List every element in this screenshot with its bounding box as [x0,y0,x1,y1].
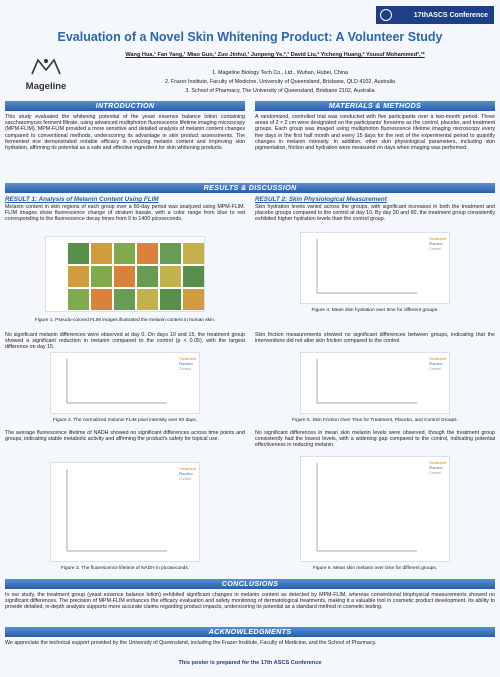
legend-entry: Treatment [178,357,196,361]
legend-entry: Treatment [428,237,446,241]
legend-entry: Treatment [428,357,446,361]
flim-image [114,266,135,287]
flim-image [183,266,204,287]
figure-chart: Treatment Placebo Control [300,456,450,562]
chart-frame [316,463,417,552]
badge-icon [380,9,392,21]
legend-entry: Control [428,470,442,475]
flim-image [160,266,181,287]
flim-image [183,243,204,264]
section-heading: CONCLUSIONS [5,579,495,589]
logo: Mageline [14,56,78,92]
legend-entry: Control [178,476,192,481]
figure-caption: Figure 3. The fluorescence lifetime of N… [60,566,190,571]
section-heading: INTRODUCTION [5,101,245,111]
legend: Treatment Placebo Control [429,461,446,476]
image-grid [68,243,204,310]
flim-image [137,266,158,287]
legend-entry: Placebo [428,241,443,246]
section-heading: ACKNOWLEDGMENTS [5,627,495,637]
result-text: Melanin content in skin regions of each … [5,204,245,223]
flim-image [137,243,158,264]
flim-image [183,289,204,310]
legend: Treatment Placebo Control [429,357,446,372]
result-text: Skin friction measurements showed no sig… [255,332,495,345]
figure-chart: Treatment Placebo Control [300,352,450,414]
legend-entry: Control [428,246,442,251]
legend-entry: Control [178,366,192,371]
affiliation: 1. Mageline Biology Tech Co., Ltd., Wuha… [212,70,348,76]
flim-image [114,243,135,264]
section-heading: RESULTS & DISCUSSION [5,183,495,193]
figure-caption: Figure 4. Mean skin hydration over time … [311,308,439,313]
legend-entry: Treatment [178,467,196,471]
acknowledgments-text: We appreciate the technical support prov… [5,640,377,646]
affiliation: 2. Frazer Institute, Faculty of Medicine… [164,79,396,85]
legend-entry: Placebo [428,465,443,470]
result-heading: RESULT 1: Analysis of Melanin Content Us… [5,196,159,203]
poster-title: Evaluation of a Novel Skin Whitening Pro… [57,30,443,44]
result-text: No significant differences in mean skin … [255,430,495,449]
flim-image [160,243,181,264]
result-text: The average fluorescence lifetime of NAD… [5,430,245,443]
figure-chart: Treatment Placebo Control [50,352,200,414]
result-heading: RESULT 2: Skin Physiological Measurement [255,196,387,203]
flim-image [91,243,112,264]
figure-caption: Figure 1. Pseudo-colored FLIM images ill… [34,318,216,323]
legend-entry: Treatment [428,461,446,465]
legend: Treatment Placebo Control [179,357,196,372]
flim-image [160,289,181,310]
figure-caption: Figure 2. The normalized melanin FLIM pi… [53,418,197,423]
flim-image [91,266,112,287]
flim-image [114,289,135,310]
flim-image-grid [45,236,205,312]
chart-frame [316,239,417,294]
conference-badge: 17thASCS Conference [376,6,494,24]
figure-chart: Treatment Placebo Control [300,232,450,304]
chart-frame [66,469,167,552]
result-text: Skin hydration levels varied across the … [255,204,495,223]
legend-entry: Placebo [178,471,193,476]
conference-name: 17thASCS Conference [413,11,488,19]
legend-entry: Placebo [178,361,193,366]
affiliation: 3. School of Pharmacy, The University of… [185,88,375,94]
legend-entry: Placebo [428,361,443,366]
figure-caption: Figure 5. Skin Friction Over Time for Tr… [292,418,458,423]
flim-image [137,289,158,310]
intro-text: This study evaluated the whitening poten… [5,114,245,151]
flim-image [91,289,112,310]
flim-image [68,289,89,310]
figure-caption: Figure 6. Mean skin melanin over time fo… [312,566,438,571]
conclusions-text: In our study, the treatment group (yeast… [5,592,495,611]
legend: Treatment Placebo Control [179,467,196,482]
flim-image [68,243,89,264]
legend: Treatment Placebo Control [429,237,446,252]
chart-frame [316,359,417,404]
section-heading: MATERIALS & METHODS [255,101,495,111]
figure-chart: Treatment Placebo Control [50,462,200,562]
chart-frame [66,359,167,404]
result-text: No significant melanin differences were … [5,332,245,351]
flim-image [68,266,89,287]
logo-icon [31,58,61,75]
footer: This poster is prepared for the 17th ASC… [178,660,322,666]
legend-entry: Control [428,366,442,371]
logo-text: Mageline [25,81,67,92]
methods-text: A randomized, controlled trial was condu… [255,114,495,151]
authors: Wang Hua,¹ Fan Yang,¹ Miao Guo,¹ Zuo Jin… [125,52,425,58]
